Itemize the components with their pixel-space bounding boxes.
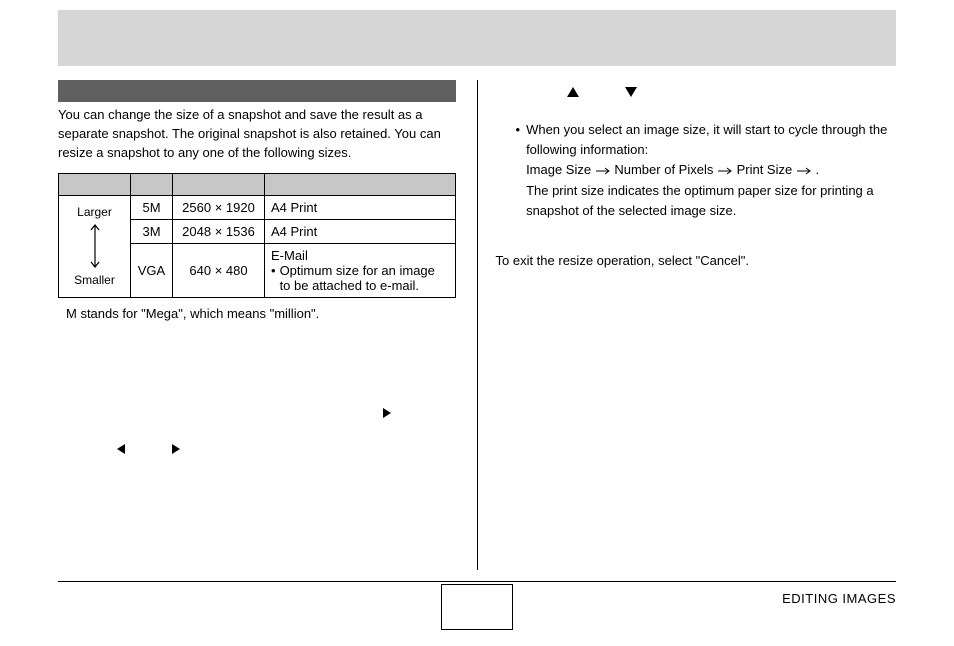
bullet-dot-icon: • [271, 263, 276, 293]
desc-cell: A4 Print [265, 195, 456, 219]
arrow-right-icon [717, 161, 733, 181]
top-band [58, 10, 896, 66]
table-header-blank-1 [59, 173, 131, 195]
bullet-item: • When you select an image size, it will… [516, 120, 897, 221]
desc-title: E-Mail [271, 248, 449, 263]
step-1: 1. In the PLAY mode, press [MENU]. [58, 367, 459, 391]
step-number: 2. [58, 406, 71, 423]
two-column-layout: You can change the size of a snapshot an… [58, 80, 896, 556]
table-header-blank-3 [173, 173, 265, 195]
step-text: Use [ [81, 443, 111, 458]
size-cell: 3M [131, 219, 173, 243]
desc-cell: A4 Print [265, 219, 456, 243]
pixels-cell: 640 × 480 [173, 243, 265, 297]
exit-note: To exit the resize operation, select "Ca… [496, 253, 897, 268]
table-header-blank-4 [265, 173, 456, 195]
step-text: On the "PLAY" tab, select "Resize" and t… [81, 407, 377, 422]
page-number-box [441, 584, 513, 630]
triangle-right-icon [381, 405, 393, 425]
arrow-right-icon [595, 161, 611, 181]
step-text: ] and [ [131, 443, 167, 458]
steps-list: 1. In the PLAY mode, press [MENU]. 2. On… [58, 367, 459, 483]
size-table: Larger Smaller 5M 2560 × 1920 A4 Print 3… [58, 173, 456, 298]
bullet-line: When you select an image size, it will s… [526, 122, 887, 157]
step-3: 3. Use [ ] and [ ] to scroll through ima… [58, 439, 459, 483]
column-divider [477, 80, 478, 570]
step-text: Use [ [532, 85, 562, 100]
step-text: In the PLAY mode, press [MENU]. [81, 371, 277, 386]
info-bullets: • When you select an image size, it will… [516, 120, 897, 221]
left-column: You can change the size of a snapshot an… [58, 80, 459, 556]
desc-bullet: Optimum size for an image to be attached… [280, 263, 449, 293]
triangle-left-icon [115, 441, 127, 461]
smaller-label: Smaller [65, 273, 124, 287]
desc-cell: E-Mail • Optimum size for an image to be… [265, 243, 456, 297]
step-2: 2. On the "PLAY" tab, select "Resize" an… [58, 403, 459, 427]
footer-rule [58, 581, 896, 582]
bullet-seq-item: Number of Pixels [614, 162, 713, 177]
step-number: 3. [58, 442, 71, 459]
step-4: 4. Use [ ] and [ ] to select an image si… [516, 84, 897, 117]
bullet-text: When you select an image size, it will s… [526, 120, 896, 221]
larger-label: Larger [65, 205, 124, 219]
pixels-cell: 2560 × 1920 [173, 195, 265, 219]
triangle-right-icon [170, 441, 182, 461]
step-number: 4. [516, 84, 529, 101]
size-cell: 5M [131, 195, 173, 219]
page: You can change the size of a snapshot an… [0, 0, 954, 646]
bullet-line: The print size indicates the optimum pap… [526, 183, 874, 218]
triangle-down-icon [624, 86, 638, 101]
footer-section-name: EDITING IMAGES [782, 591, 896, 606]
double-arrow-icon [88, 221, 102, 271]
table-row: Larger Smaller 5M 2560 × 1920 A4 Print [59, 195, 456, 219]
bullet-seq-item: Image Size [526, 162, 591, 177]
arrow-right-icon [796, 161, 812, 181]
size-direction-cell: Larger Smaller [59, 195, 131, 297]
triangle-up-icon [566, 86, 580, 101]
table-header-blank-2 [131, 173, 173, 195]
step-text: ]. [397, 407, 404, 422]
intro-paragraph: You can change the size of a snapshot an… [58, 106, 456, 163]
table-footnote: M stands for "Mega", which means "millio… [66, 306, 459, 321]
bullet-seq-item: . [815, 162, 819, 177]
step-number: 1. [58, 370, 71, 387]
size-cell: VGA [131, 243, 173, 297]
pixels-cell: 2048 × 1536 [173, 219, 265, 243]
bullet-dot-icon: • [516, 120, 521, 221]
bullet-seq-item: Print Size [737, 162, 793, 177]
right-column: 4. Use [ ] and [ ] to select an image si… [496, 80, 897, 556]
step-text: ] and [ [584, 85, 620, 100]
